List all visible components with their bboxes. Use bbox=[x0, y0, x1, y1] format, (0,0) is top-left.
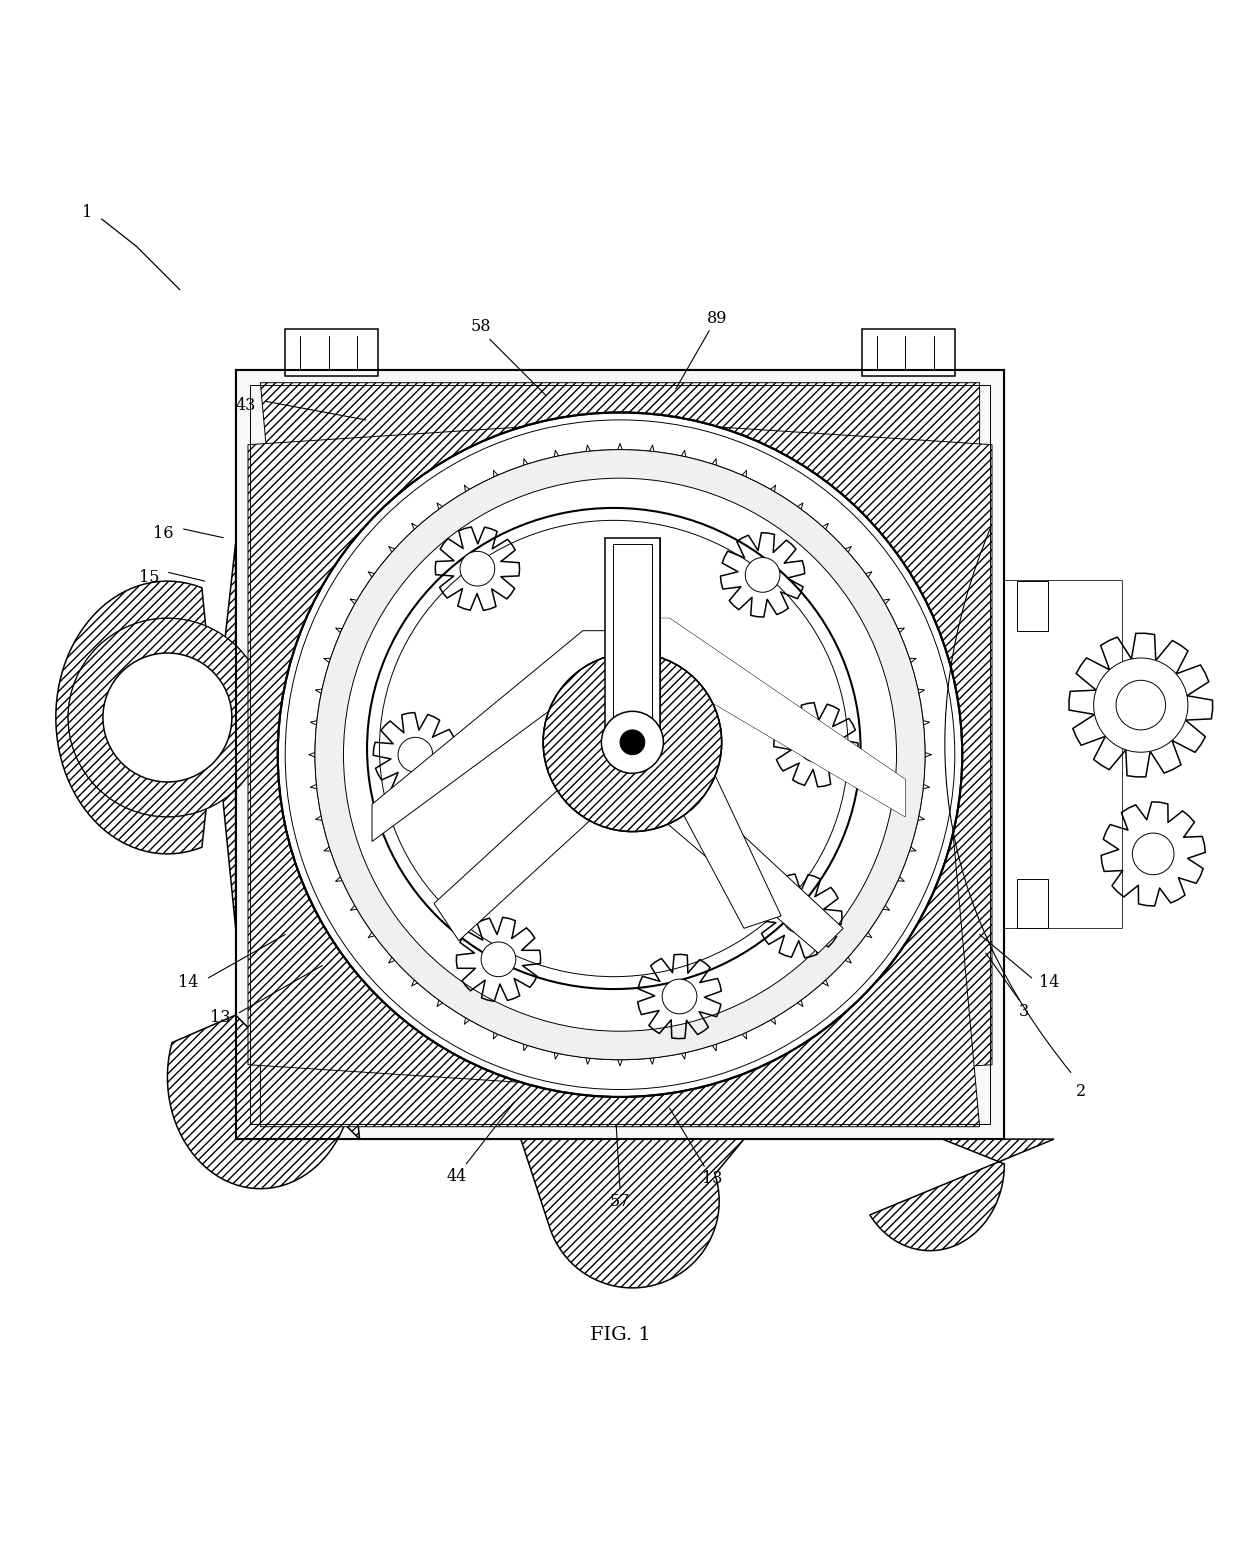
Text: 3: 3 bbox=[1019, 1002, 1029, 1020]
Circle shape bbox=[278, 413, 962, 1098]
Circle shape bbox=[1116, 680, 1166, 730]
Bar bbox=[605, 538, 660, 730]
Bar bbox=[1017, 582, 1048, 631]
Text: 44: 44 bbox=[446, 1168, 466, 1185]
Circle shape bbox=[481, 942, 516, 976]
Circle shape bbox=[662, 979, 697, 1013]
Polygon shape bbox=[521, 1140, 744, 1288]
Bar bbox=[613, 544, 652, 723]
Circle shape bbox=[460, 552, 495, 586]
Circle shape bbox=[68, 619, 267, 817]
Circle shape bbox=[285, 419, 955, 1090]
Text: 89: 89 bbox=[707, 310, 727, 327]
Polygon shape bbox=[608, 680, 781, 928]
Ellipse shape bbox=[379, 521, 848, 976]
Circle shape bbox=[782, 898, 817, 934]
Circle shape bbox=[543, 653, 722, 831]
Polygon shape bbox=[372, 631, 645, 842]
Polygon shape bbox=[260, 382, 980, 702]
Polygon shape bbox=[56, 543, 236, 928]
Text: FIG. 1: FIG. 1 bbox=[590, 1327, 650, 1344]
Bar bbox=[236, 371, 1004, 1140]
Circle shape bbox=[620, 730, 645, 755]
Circle shape bbox=[1094, 658, 1188, 753]
Bar bbox=[605, 538, 660, 730]
Text: 1: 1 bbox=[82, 204, 92, 221]
Polygon shape bbox=[167, 1015, 360, 1188]
Ellipse shape bbox=[367, 508, 861, 988]
Bar bbox=[236, 371, 1004, 1140]
Circle shape bbox=[745, 558, 780, 592]
Polygon shape bbox=[260, 808, 980, 1127]
Bar bbox=[1004, 582, 1122, 928]
Bar bbox=[862, 329, 955, 377]
Circle shape bbox=[601, 711, 663, 773]
Bar bbox=[236, 371, 1004, 1140]
Bar bbox=[1017, 879, 1048, 928]
Text: 13: 13 bbox=[702, 1171, 722, 1188]
Circle shape bbox=[315, 449, 925, 1060]
Bar bbox=[250, 385, 990, 1124]
Polygon shape bbox=[595, 619, 905, 817]
Text: 16: 16 bbox=[154, 525, 174, 543]
Bar bbox=[1004, 582, 1122, 928]
Text: 14: 14 bbox=[1039, 974, 1059, 992]
Polygon shape bbox=[869, 1140, 1054, 1250]
Text: 2: 2 bbox=[1076, 1084, 1086, 1101]
Polygon shape bbox=[434, 767, 645, 940]
Polygon shape bbox=[595, 619, 905, 817]
Circle shape bbox=[799, 728, 833, 762]
Polygon shape bbox=[248, 424, 568, 1085]
Text: 14: 14 bbox=[179, 974, 198, 992]
Bar bbox=[285, 329, 378, 377]
Text: 43: 43 bbox=[236, 396, 255, 413]
Circle shape bbox=[68, 619, 267, 817]
Text: 15: 15 bbox=[139, 569, 159, 586]
Polygon shape bbox=[608, 767, 843, 953]
Polygon shape bbox=[672, 424, 992, 1085]
Circle shape bbox=[103, 653, 232, 783]
Circle shape bbox=[398, 737, 433, 772]
Text: 57: 57 bbox=[610, 1193, 630, 1210]
Text: 13: 13 bbox=[211, 1009, 231, 1026]
Circle shape bbox=[1132, 833, 1174, 875]
Circle shape bbox=[343, 479, 897, 1030]
Circle shape bbox=[315, 449, 925, 1060]
Text: 58: 58 bbox=[471, 318, 491, 335]
